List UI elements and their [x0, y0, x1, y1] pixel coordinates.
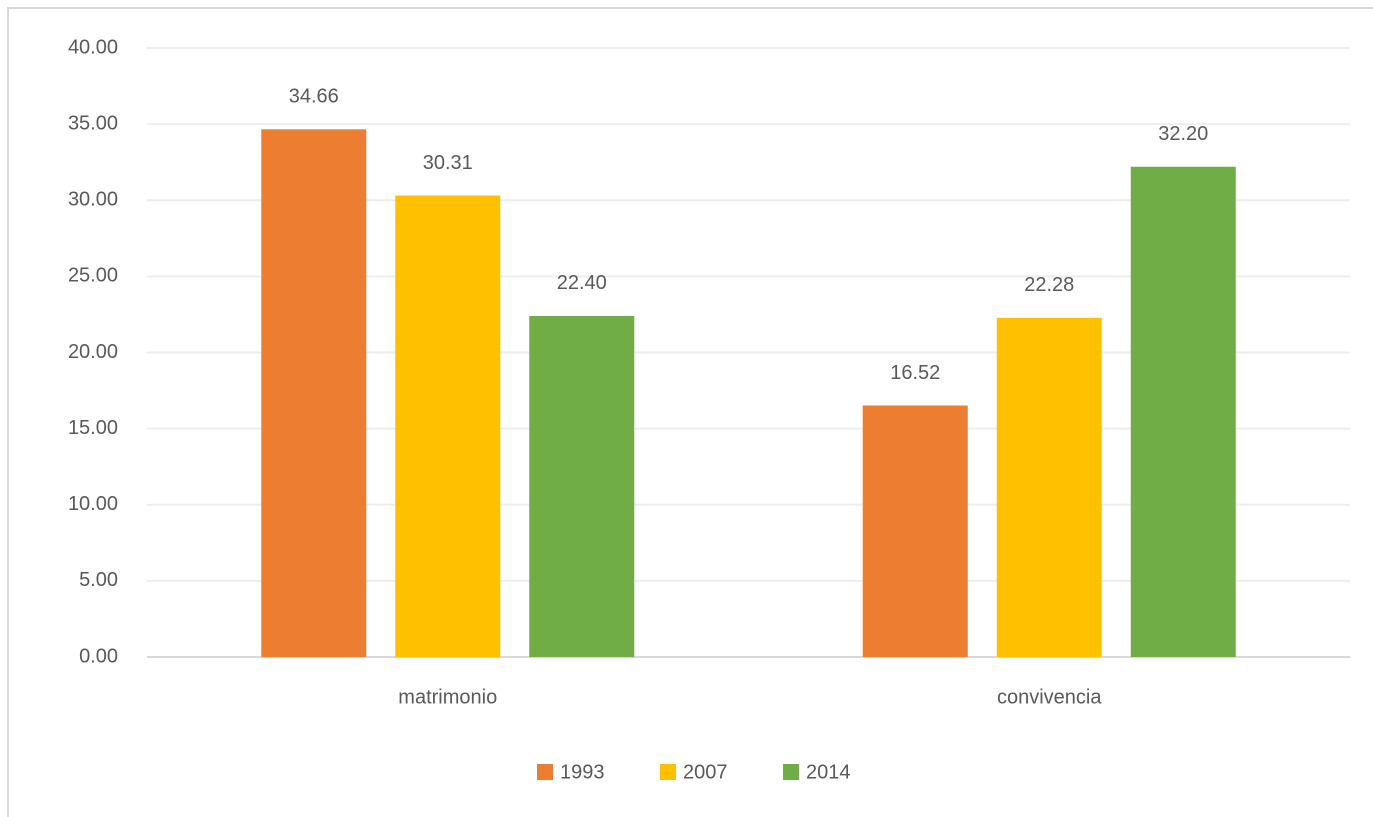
value-label: 34.66	[289, 86, 339, 108]
y-tick-label: 25.00	[68, 265, 118, 287]
value-label: 16.52	[890, 362, 940, 384]
legend-label: 1993	[560, 761, 605, 783]
y-tick-label: 30.00	[68, 189, 118, 211]
y-tick-label: 10.00	[68, 493, 118, 515]
value-label: 22.40	[557, 272, 607, 294]
bar	[862, 405, 968, 657]
value-label: 30.31	[423, 152, 473, 174]
x-tick-label: convivencia	[997, 686, 1102, 708]
bar	[529, 315, 635, 657]
y-tick-label: 35.00	[68, 112, 118, 134]
legend-swatch	[783, 764, 799, 780]
bar	[261, 129, 367, 657]
x-tick-label: matrimonio	[398, 686, 497, 708]
y-tick-label: 40.00	[68, 36, 118, 58]
y-tick-label: 0.00	[79, 645, 118, 667]
legend-label: 2014	[806, 761, 851, 783]
legend-swatch	[660, 764, 676, 780]
y-tick-label: 5.00	[79, 569, 118, 591]
bar	[395, 195, 501, 657]
value-label: 32.20	[1158, 123, 1208, 145]
legend-label: 2007	[683, 761, 728, 783]
value-label: 22.28	[1024, 274, 1074, 296]
y-tick-label: 15.00	[68, 417, 118, 439]
y-tick-label: 20.00	[68, 341, 118, 363]
legend-swatch	[537, 764, 553, 780]
bar	[1130, 166, 1236, 657]
bar	[996, 317, 1102, 657]
